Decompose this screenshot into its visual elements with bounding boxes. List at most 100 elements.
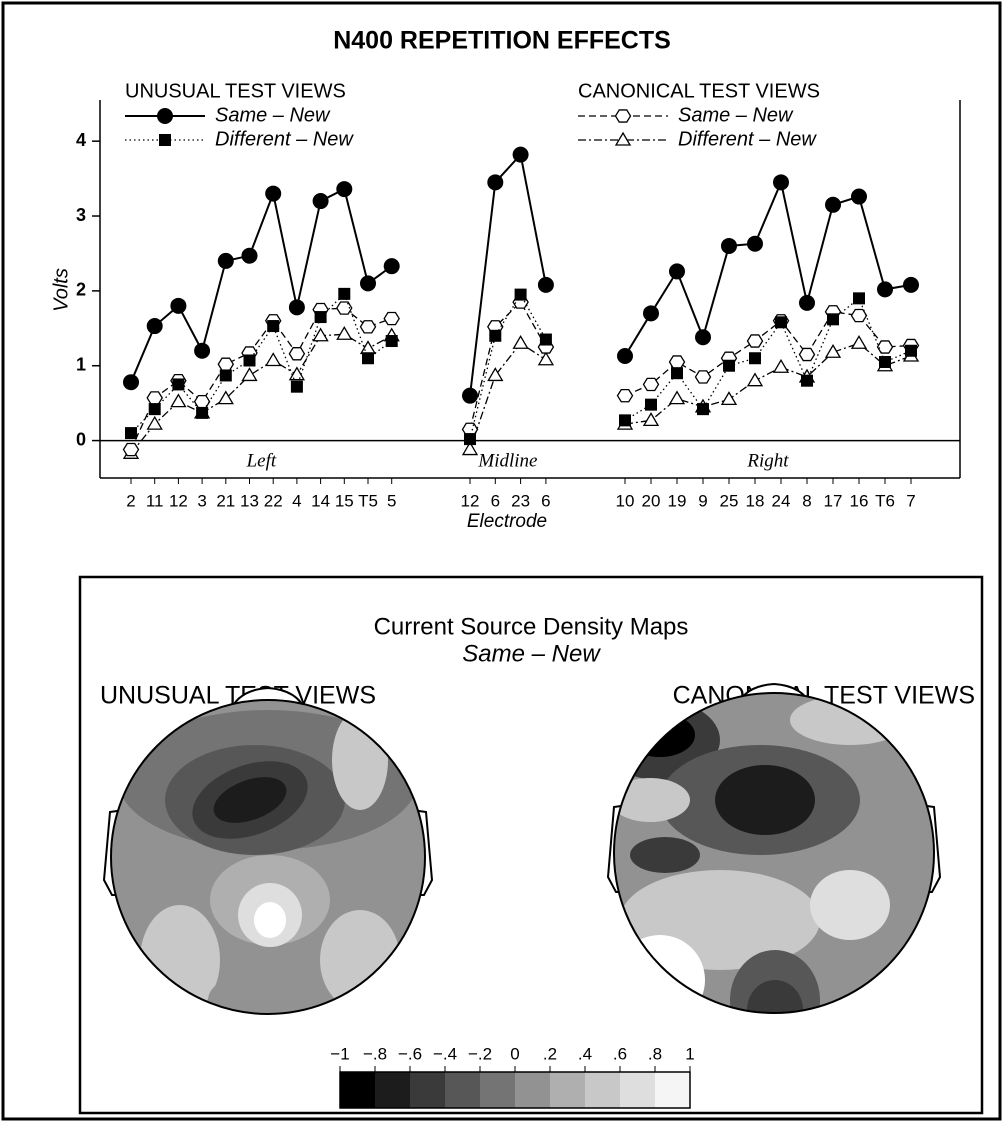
marker — [827, 313, 839, 326]
marker — [146, 415, 163, 430]
x-tick-label: 5 — [387, 491, 396, 510]
marker — [194, 342, 211, 359]
marker — [489, 329, 502, 342]
marker — [512, 334, 529, 349]
x-tick-label: T5 — [358, 491, 378, 510]
marker — [288, 366, 306, 381]
series-line — [130, 187, 393, 383]
marker — [385, 335, 398, 348]
x-tick-label: 16 — [850, 491, 869, 510]
marker — [720, 391, 738, 406]
marker — [775, 316, 787, 329]
marker — [747, 235, 763, 252]
marker — [146, 318, 163, 335]
marker — [850, 334, 868, 349]
marker — [514, 288, 527, 301]
marker — [772, 358, 790, 373]
marker — [853, 292, 865, 305]
marker — [157, 108, 173, 124]
colorbar-tick-label: −.2 — [468, 1044, 492, 1063]
colorbar-cell — [480, 1072, 516, 1108]
marker — [669, 263, 685, 280]
marker — [876, 340, 894, 354]
x-tick-label: 10 — [616, 491, 635, 510]
head-map — [606, 682, 942, 1014]
marker — [148, 403, 161, 416]
marker — [668, 390, 686, 405]
x-tick-label: 18 — [746, 491, 765, 510]
colorbar-tick-label: .6 — [613, 1044, 627, 1063]
marker — [616, 388, 634, 403]
x-tick-label: T6 — [875, 491, 895, 510]
marker — [824, 343, 842, 358]
marker — [825, 196, 841, 213]
marker — [462, 387, 478, 404]
marker — [267, 320, 280, 333]
x-tick-label: 21 — [216, 491, 235, 510]
x-tick-label: 13 — [240, 491, 259, 510]
colorbar-tick-label: −1 — [330, 1044, 349, 1063]
marker — [798, 347, 816, 362]
figure-title: N400 REPETITION EFFECTS — [333, 27, 671, 55]
marker — [642, 412, 660, 427]
marker — [362, 352, 374, 365]
marker — [801, 374, 813, 387]
marker — [360, 275, 376, 292]
x-tick-label: 2 — [126, 491, 135, 510]
colorbar-tick-label: 1 — [685, 1044, 694, 1063]
y-tick-label: 1 — [76, 354, 86, 374]
group-label: Left — [246, 450, 277, 471]
colorbar-cell — [340, 1072, 376, 1108]
marker — [241, 247, 258, 264]
marker — [643, 305, 659, 322]
colorbar-tick-label: .8 — [648, 1044, 662, 1063]
marker — [642, 377, 660, 392]
x-tick-label: 8 — [802, 491, 811, 510]
marker — [122, 442, 140, 457]
colorbar-tick-label: 0 — [510, 1044, 519, 1063]
series-line — [624, 179, 912, 357]
marker — [697, 403, 709, 416]
marker — [314, 311, 327, 324]
x-tick-label: 3 — [197, 491, 206, 510]
marker — [217, 390, 234, 405]
marker — [851, 188, 867, 205]
marker — [619, 414, 631, 427]
x-tick-label: 9 — [698, 491, 707, 510]
marker — [196, 406, 209, 419]
marker — [243, 354, 256, 367]
marker — [170, 393, 187, 408]
x-tick-label: 11 — [146, 491, 164, 510]
marker — [537, 276, 554, 293]
colorbar-cell — [410, 1072, 446, 1108]
series-line — [130, 307, 392, 450]
series-line — [624, 342, 912, 425]
marker — [383, 258, 400, 275]
marker — [383, 311, 400, 326]
marker — [217, 357, 235, 371]
legend-label: Different – New — [678, 128, 817, 150]
marker — [773, 174, 789, 191]
marker — [879, 355, 891, 368]
marker — [512, 146, 529, 163]
series-line — [469, 293, 547, 440]
marker — [336, 325, 353, 340]
marker — [193, 394, 211, 409]
marker — [336, 301, 353, 315]
x-tick-label: 6 — [491, 491, 500, 510]
marker — [172, 378, 185, 391]
colorbar: −1 −.8 −.6 −.4 −.2 0 .2 .4 .6 .8 1 — [330, 1044, 695, 1109]
x-tick-label: 17 — [824, 491, 843, 510]
legend-title: CANONICAL TEST VIEWS — [578, 80, 820, 102]
marker — [668, 355, 686, 369]
marker — [265, 352, 282, 367]
x-axis-label: Electrode — [467, 511, 547, 532]
marker — [461, 441, 479, 456]
marker — [694, 370, 712, 384]
marker — [464, 433, 476, 446]
marker — [288, 299, 305, 316]
legend-label: Same – New — [678, 104, 794, 126]
